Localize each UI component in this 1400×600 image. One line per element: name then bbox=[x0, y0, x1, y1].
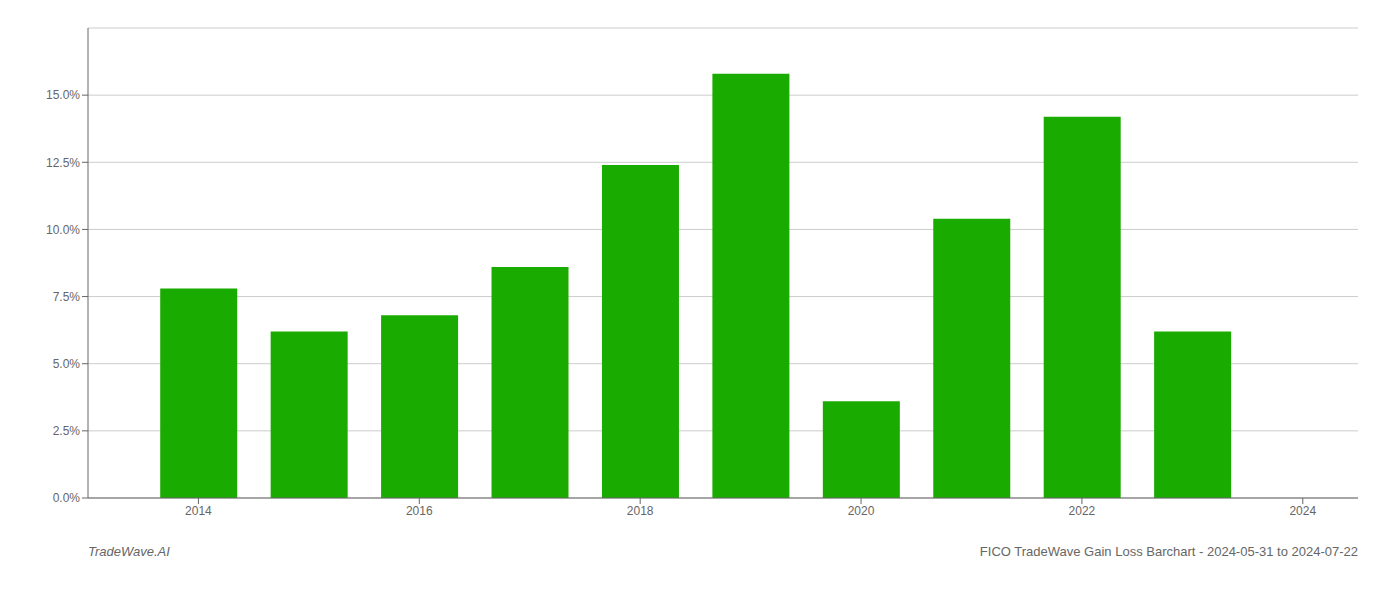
svg-text:2020: 2020 bbox=[848, 504, 875, 518]
svg-text:5.0%: 5.0% bbox=[53, 357, 81, 371]
html-text:FICO TradeWave Gain Loss Barch: FICO TradeWave Gain Loss Barchart - 2024… bbox=[979, 544, 1358, 559]
svg-text:2016: 2016 bbox=[406, 504, 433, 518]
svg-text:0.0%: 0.0% bbox=[53, 491, 81, 505]
svg-text:2024: 2024 bbox=[1289, 504, 1316, 518]
svg-text:2018: 2018 bbox=[627, 504, 654, 518]
svg-text:7.5%: 7.5% bbox=[53, 290, 81, 304]
svg-text:2014: 2014 bbox=[185, 504, 212, 518]
svg-text:15.0%: 15.0% bbox=[46, 88, 80, 102]
svg-text:2.5%: 2.5% bbox=[53, 424, 81, 438]
svg-text:2022: 2022 bbox=[1069, 504, 1096, 518]
html-text:TradeWave.AI: TradeWave.AI bbox=[88, 544, 170, 559]
svg-text:10.0%: 10.0% bbox=[46, 223, 80, 237]
svg-text:12.5%: 12.5% bbox=[46, 156, 80, 170]
